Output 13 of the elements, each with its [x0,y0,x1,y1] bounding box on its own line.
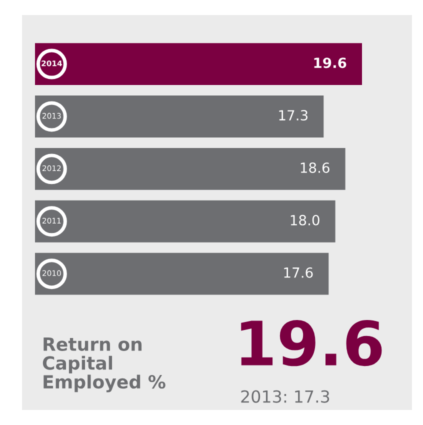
bar [35,96,324,138]
text: 2013: 17.3 [241,390,330,403]
bar [35,200,336,242]
data-label: 18.6 [300,162,330,173]
data-label: 19.6 [314,58,346,68]
data-label: 17.6 [284,267,313,278]
data-label: 18.0 [290,214,320,226]
bar [35,252,329,295]
text: Return on Capital Employed % [42,338,166,392]
bar [35,43,362,86]
data-label: 17.3 [279,110,308,121]
text: 19.6 [241,320,382,366]
bar [35,148,346,190]
